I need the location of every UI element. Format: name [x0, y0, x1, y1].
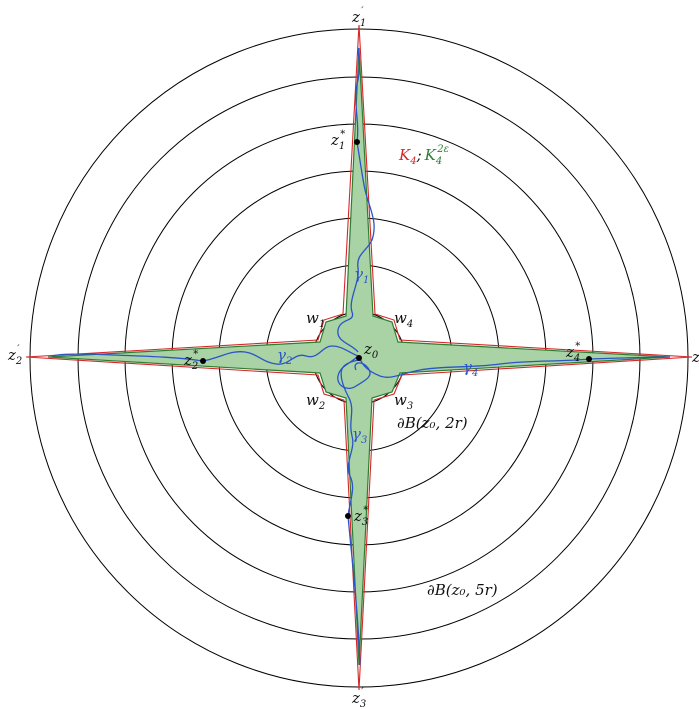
- label-gamma-4: γ4: [463, 358, 478, 379]
- label-z3-star: z3*: [353, 505, 368, 528]
- point-z4-star: [586, 356, 592, 362]
- label-gamma-3: γ3: [352, 425, 367, 446]
- gamma-center-loop: [337, 355, 371, 390]
- label-z1-star: z1*: [330, 129, 345, 152]
- legend-label: K4; K42ε: [398, 144, 449, 167]
- label-gamma-2: γ2: [277, 346, 292, 367]
- gamma-4-curve: [359, 356, 671, 378]
- red-star-outline: [25, 24, 693, 691]
- label-w2: w2: [306, 391, 325, 412]
- label-w1: w1: [306, 309, 325, 330]
- points: [200, 139, 592, 519]
- point-z2-star: [200, 358, 206, 364]
- label-z3-prime: z3′: [351, 687, 366, 709]
- label-gamma-1: γ1: [354, 265, 369, 286]
- label-boundary-2r: ∂B(z₀, 2r): [397, 414, 468, 432]
- label-z1-prime: z1′: [351, 6, 366, 29]
- gamma-1-curve: [337, 47, 375, 353]
- label-boundary-5r: ∂B(z₀, 5r): [427, 581, 498, 599]
- label-z4-prime: z: [691, 348, 699, 366]
- label-w4: w4: [394, 309, 413, 330]
- label-w3: w3: [394, 391, 413, 412]
- point-z3-star: [345, 513, 351, 519]
- label-z4-star: z4*: [565, 341, 580, 364]
- label-z2-prime: z2′: [7, 344, 22, 367]
- point-z0: [356, 355, 362, 361]
- label-z0: z0: [363, 340, 379, 361]
- point-z1-star: [354, 139, 360, 145]
- gamma-curves: [51, 47, 671, 666]
- gamma-2-curve: [51, 345, 359, 365]
- label-z2-star: z2*: [183, 349, 198, 372]
- labels: z1′ z2′ z3′ z z1* z2* z3* z4* z0 w1 w: [7, 6, 699, 709]
